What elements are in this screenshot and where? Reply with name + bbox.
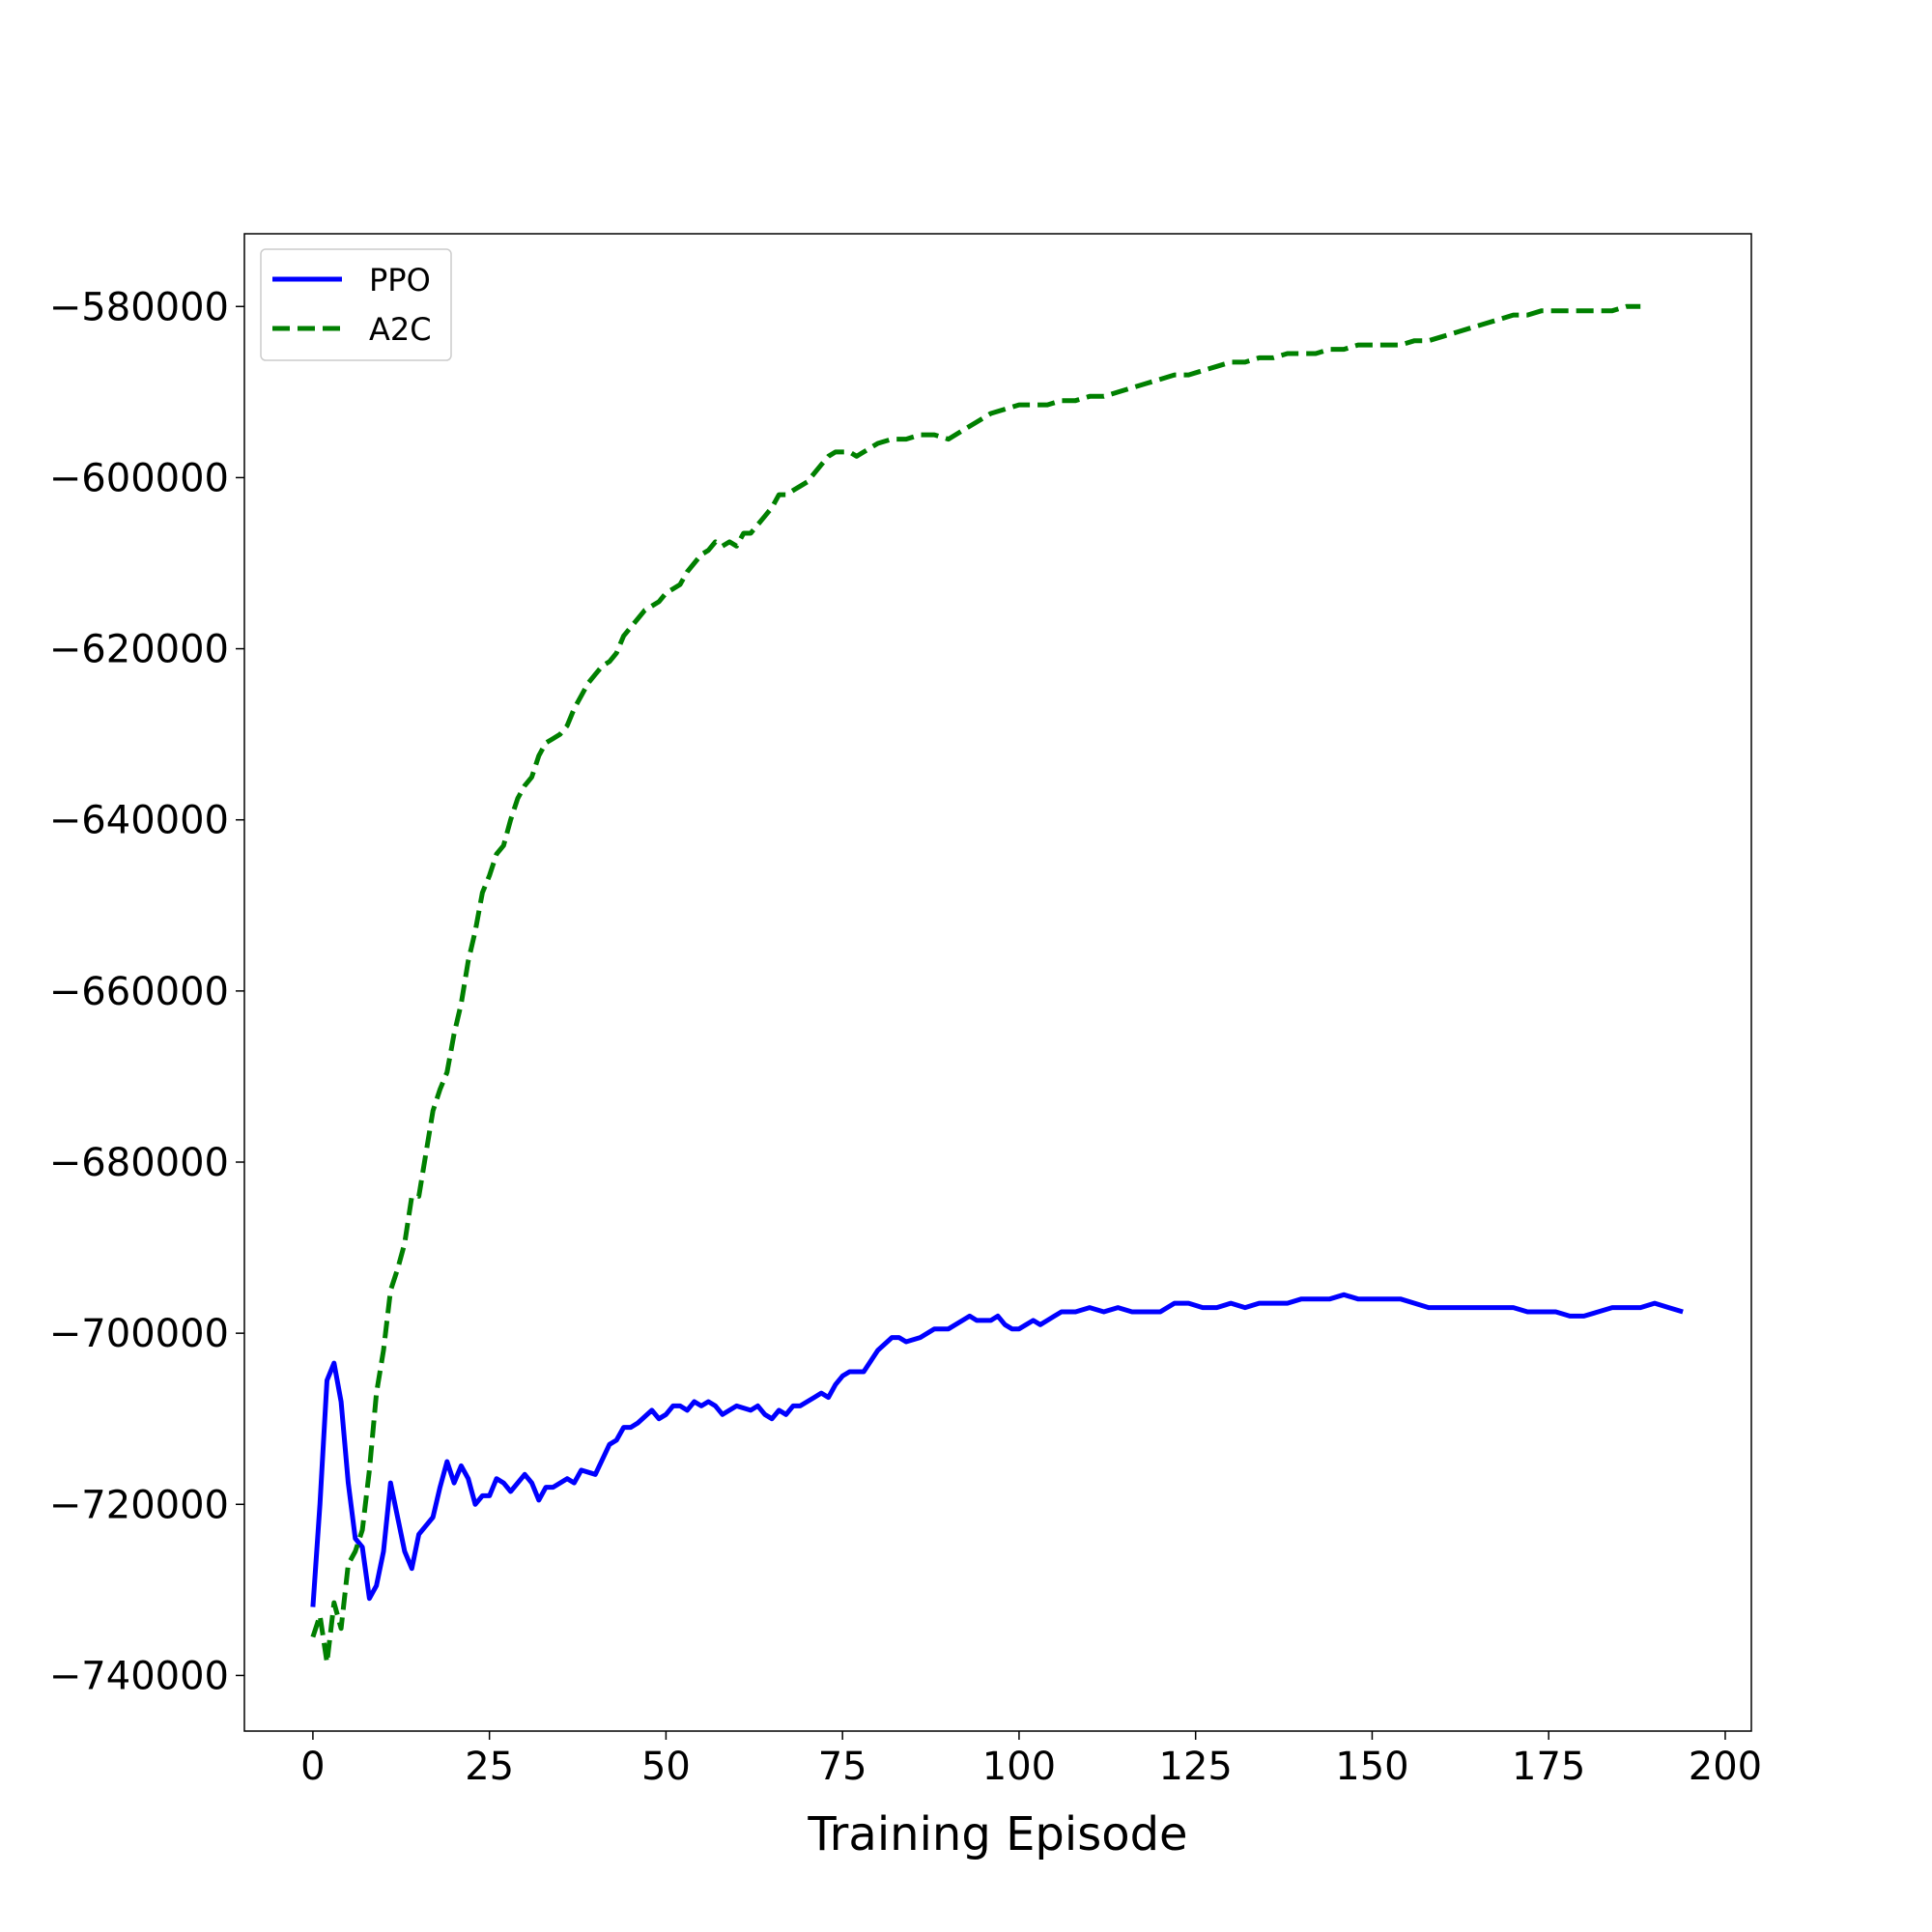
x-tick-label: 150 [1335,1745,1408,1789]
y-axis: −740000 −720000 −700000 −680000 −660000 −6400… [49,285,244,1698]
x-axis: 0 25 50 75 100 125 150 175 200 [300,1731,1762,1789]
y-tick-label: −700000 [49,1312,229,1356]
plot-frame [243,233,1752,1732]
series-line-ppo [310,1292,1684,1607]
y-tick-label: −740000 [49,1654,229,1698]
x-tick-label: 75 [818,1745,867,1789]
x-tick-label: 125 [1159,1745,1233,1789]
x-tick-label: 175 [1512,1745,1585,1789]
y-tick-label: −660000 [49,970,229,1014]
x-tick-label: 25 [465,1745,514,1789]
y-tick-label: −620000 [49,628,229,672]
series-line-a2c [310,303,1641,1665]
legend-label-ppo: PPO [369,262,431,298]
x-tick-label: 50 [641,1745,691,1789]
x-tick-label: 200 [1689,1745,1762,1789]
x-tick-label: 100 [982,1745,1056,1789]
y-tick-label: −640000 [49,799,229,843]
x-tick-label: 0 [300,1745,325,1789]
legend-label-a2c: A2C [369,311,432,348]
y-tick-label: −600000 [49,456,229,500]
series-layer [310,303,1684,1665]
legend: PPO A2C [260,248,452,361]
y-tick-label: −720000 [49,1483,229,1527]
y-tick-label: −580000 [49,285,229,329]
x-axis-title: Training Episode [807,1807,1187,1861]
y-tick-label: −680000 [49,1141,229,1185]
